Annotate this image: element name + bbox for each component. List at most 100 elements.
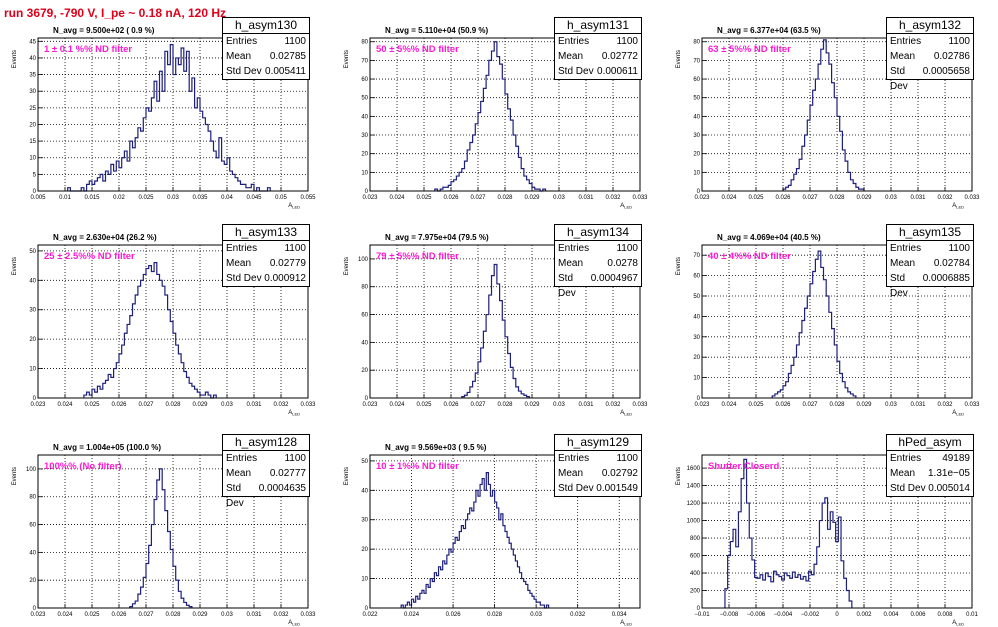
- stats-box: h_asym129 Entries 1100 Mean 0.02792 Std Dev 0.…: [554, 434, 642, 497]
- stats-row-std: Std Dev 0.0004967: [555, 271, 641, 299]
- y-tick-label: 20: [29, 337, 36, 343]
- histogram-line: [129, 468, 193, 608]
- x-tick-label: 0.026: [775, 195, 791, 201]
- stats-label: Mean: [890, 258, 916, 269]
- stats-value: 0.005411: [265, 66, 306, 77]
- x-tick-label: 0.026: [443, 195, 459, 201]
- x-tick-label: 0.029: [856, 195, 872, 201]
- stats-row-mean: Mean 0.02784: [887, 256, 973, 271]
- x-tick-label: 0.025: [416, 195, 432, 201]
- y-tick-label: 40: [29, 550, 36, 556]
- y-tick-label: 1600: [687, 466, 701, 472]
- filter-label: 50 ± 5%% ND filter: [376, 44, 459, 55]
- x-tick-label: 0.029: [192, 612, 208, 618]
- stats-box: h_asym135 Entries 1100 Mean 0.02784 Std Dev 0.…: [886, 224, 974, 299]
- stats-label: Std Dev: [226, 273, 262, 284]
- y-axis-title: Events: [676, 257, 682, 275]
- y-tick-label: 600: [690, 554, 701, 560]
- y-tick-label: 0: [33, 396, 37, 402]
- y-tick-label: 60: [361, 313, 368, 319]
- stats-box: h_asym132 Entries 1100 Mean 0.02786 Std Dev 0.…: [886, 17, 974, 92]
- x-tick-label: 0.022: [362, 612, 378, 618]
- navg-label: N_avg = 9.569e+03 ( 9.5 %): [385, 443, 487, 452]
- stats-box: h_asym130 Entries 1100 Mean 0.02785 Std Dev 0.…: [222, 17, 310, 80]
- x-tick-label: 0.031: [246, 612, 262, 618]
- stats-value: 0.0004967: [590, 273, 638, 284]
- stats-row-entries: Entries 1100: [887, 34, 973, 49]
- histogram-line: [83, 262, 217, 399]
- y-axis-title: Events: [12, 257, 18, 275]
- stats-label: Std Dev: [226, 66, 262, 77]
- y-tick-label: 0: [33, 606, 37, 612]
- y-tick-label: 40: [361, 340, 368, 346]
- filter-label: 1 ± 0.1 %% ND filter: [44, 44, 132, 55]
- histogram-line: [771, 250, 857, 398]
- stats-label: Entries: [558, 243, 590, 254]
- stats-value: 1.31e−05: [928, 468, 970, 479]
- y-tick-label: 70: [361, 58, 368, 64]
- x-tick-label: 0.028: [829, 195, 845, 201]
- x-tick-label: 0.032: [273, 402, 289, 408]
- y-tick-label: 20: [361, 152, 368, 158]
- y-tick-label: 10: [29, 367, 36, 373]
- y-tick-label: 100: [26, 467, 37, 473]
- x-tick-label: −0.006: [747, 612, 766, 618]
- stats-value: 1100: [284, 453, 306, 464]
- stats-value: 0.02777: [269, 468, 306, 479]
- x-tick-label: 0.03: [221, 612, 233, 618]
- histogram-plot: 0.022 0.024 0.026 0.028 0.03 0.032 0.034 0 10 20 3…: [344, 443, 641, 627]
- histogram-panel-h_asym131: 0.023 0.024 0.025 0.026 0.027 0.028 0.029 0.03 0…: [332, 15, 662, 210]
- stats-label: Entries: [890, 36, 922, 47]
- x-tick-label: 0.026: [111, 402, 127, 408]
- x-tick-label: 0.033: [964, 195, 980, 201]
- y-tick-label: 50: [361, 459, 368, 465]
- y-tick-label: 35: [29, 73, 36, 79]
- histogram-line: [434, 41, 547, 192]
- stats-label: Std Dev: [890, 483, 926, 494]
- x-tick-label: 0.032: [605, 195, 621, 201]
- y-tick-label: 1000: [687, 519, 701, 525]
- y-tick-label: 40: [693, 314, 700, 320]
- x-tick-label: 0.029: [524, 195, 540, 201]
- y-tick-label: 0: [697, 606, 701, 612]
- stats-row-entries: Entries 1100: [887, 241, 973, 256]
- x-tick-label: 0.023: [362, 195, 378, 201]
- histogram-panel-h_asym130: 0.005 0.01 0.015 0.02 0.025 0.03 0.035 0.04 0.04…: [0, 15, 330, 210]
- x-tick-label: 0.035: [192, 195, 208, 201]
- stats-label: Mean: [226, 258, 252, 269]
- plot-frame: [369, 454, 641, 609]
- x-tick-label: 0.025: [84, 612, 100, 618]
- x-tick-label: 0.031: [910, 402, 926, 408]
- stats-row-std: Std Dev 0.005411: [223, 64, 309, 79]
- stats-label: Entries: [226, 453, 258, 464]
- stats-label: Std Dev: [558, 66, 594, 77]
- x-axis-title: ALED: [620, 410, 632, 417]
- stats-value: 1100: [284, 243, 306, 254]
- stats-row-mean: Mean 0.02785: [223, 49, 309, 64]
- stats-row-entries: Entries 1100: [555, 451, 641, 466]
- y-tick-label: 10: [361, 577, 368, 583]
- x-tick-label: 0.032: [273, 612, 289, 618]
- y-tick-label: 0: [365, 396, 369, 402]
- x-axis-title: ALED: [952, 203, 964, 210]
- x-tick-label: 0.026: [775, 402, 791, 408]
- histogram-line: [782, 39, 865, 191]
- x-tick-label: 0.03: [553, 195, 565, 201]
- y-tick-label: 40: [693, 114, 700, 120]
- x-tick-label: 0.03: [885, 195, 897, 201]
- x-tick-label: 0.025: [138, 195, 154, 201]
- y-tick-label: 20: [693, 355, 700, 361]
- x-tick-label: 0.032: [937, 195, 953, 201]
- x-tick-label: 0.033: [632, 402, 648, 408]
- x-tick-label: 0.023: [30, 402, 46, 408]
- stats-row-entries: Entries 1100: [555, 34, 641, 49]
- x-tick-label: 0.008: [937, 612, 953, 618]
- y-tick-label: 0: [33, 189, 37, 195]
- x-tick-label: −0.01: [694, 612, 710, 618]
- histogram-panel-h_asym129: 0.022 0.024 0.026 0.028 0.03 0.032 0.034 0 10 20 3…: [332, 432, 662, 627]
- histogram-line: [400, 472, 550, 609]
- stats-value: 1100: [284, 36, 306, 47]
- run-title: run 3679, -790 V, I_pe ~ 0.18 nA, 120 Hz: [4, 6, 227, 20]
- stats-title: h_asym133: [223, 225, 309, 241]
- x-tick-label: 0.028: [497, 195, 513, 201]
